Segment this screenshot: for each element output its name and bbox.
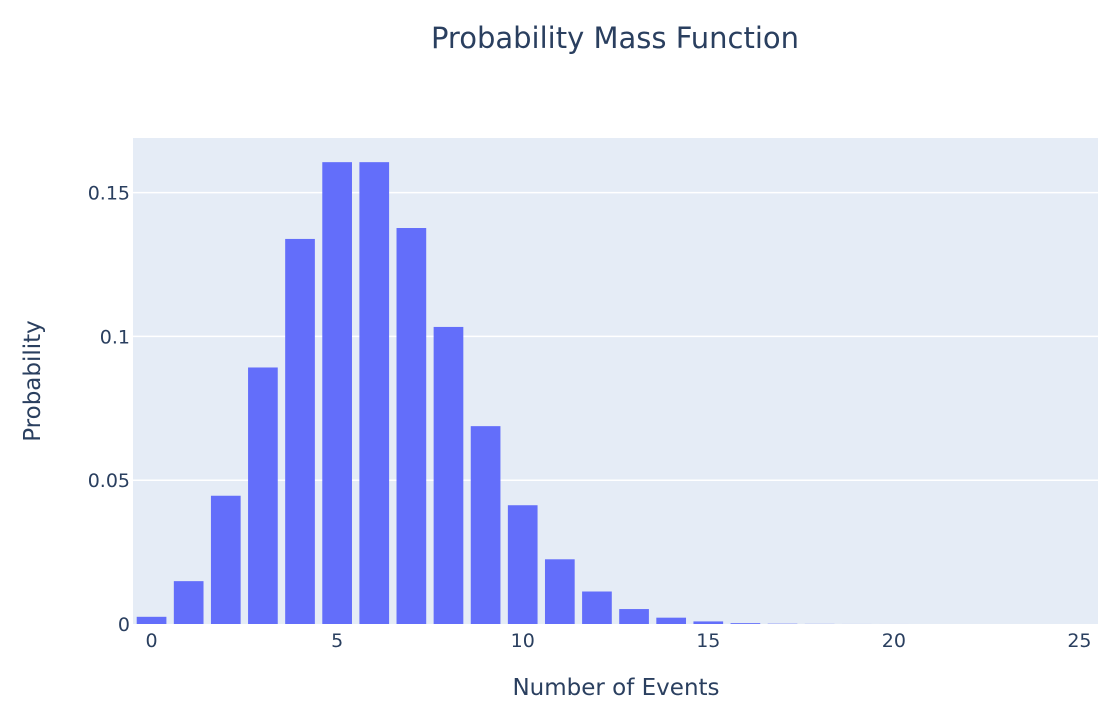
bars — [136, 162, 1058, 624]
bar[interactable] — [470, 426, 501, 624]
y-tick-label: 0.1 — [100, 326, 130, 348]
x-tick-label: 10 — [511, 630, 535, 652]
x-tick-label: 25 — [1067, 630, 1091, 652]
bar[interactable] — [322, 162, 352, 624]
bar[interactable] — [433, 326, 464, 624]
y-axis-ticks: 0 0.05 0.1 0.15 — [88, 183, 130, 636]
y-tick-label: 0.15 — [88, 183, 130, 205]
bar[interactable] — [656, 617, 687, 624]
y-tick-label: 0 — [118, 614, 130, 636]
bar[interactable] — [730, 623, 761, 624]
bar[interactable] — [544, 559, 575, 624]
x-tick-label: 15 — [696, 630, 720, 652]
y-tick-label: 0.05 — [88, 470, 130, 492]
bar[interactable] — [507, 505, 538, 624]
x-axis-title: Number of Events — [512, 675, 719, 701]
chart-title: Probability Mass Function — [431, 21, 799, 55]
x-tick-label: 20 — [882, 630, 906, 652]
bar[interactable] — [582, 591, 612, 624]
bar[interactable] — [693, 621, 724, 624]
bar[interactable] — [210, 495, 241, 624]
bar[interactable] — [359, 162, 390, 624]
y-axis-title: Probability — [20, 320, 46, 442]
bar[interactable] — [136, 616, 167, 624]
x-tick-label: 5 — [331, 630, 343, 652]
x-axis-ticks: 0 5 10 15 20 25 — [146, 630, 1092, 652]
bar[interactable] — [173, 581, 204, 624]
bar[interactable] — [396, 228, 427, 624]
bar[interactable] — [285, 238, 315, 624]
x-tick-label: 0 — [146, 630, 158, 652]
bar[interactable] — [248, 367, 278, 624]
bar[interactable] — [619, 609, 649, 624]
